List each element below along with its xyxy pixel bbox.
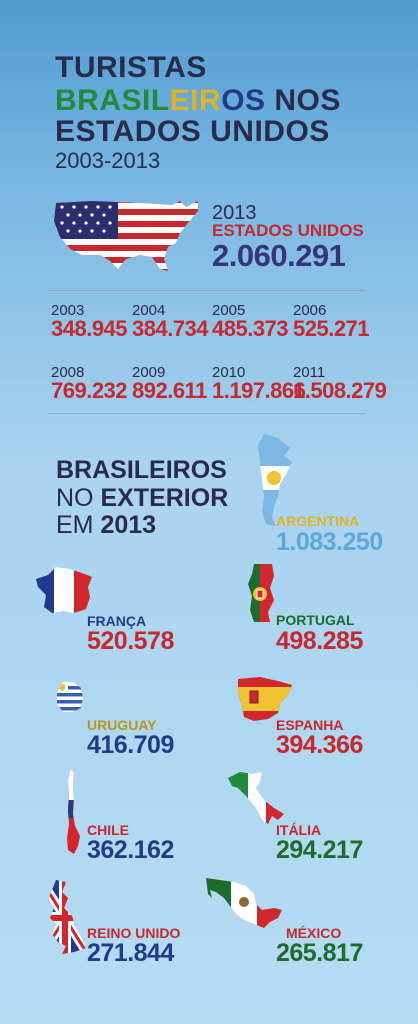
divider-bottom <box>48 413 366 414</box>
country-value-uruguay: 416.709 <box>87 731 174 759</box>
country-name-uruguay: URUGUAY <box>87 717 157 733</box>
exterior-no: NO <box>56 484 94 512</box>
title-line-3: ESTADOS UNIDOS <box>55 115 330 148</box>
mexico-flag-map-icon <box>206 878 282 928</box>
country-value-chile: 362.162 <box>87 836 174 864</box>
exterior-line-2: NO EXTERIOR <box>56 486 228 511</box>
exterior-year: 2013 <box>100 511 157 539</box>
title-years: 2003-2013 <box>55 148 161 173</box>
spain-flag-map-icon <box>238 677 292 721</box>
year-label: 2003 <box>51 302 85 319</box>
year-value: 769.232 <box>51 378 128 403</box>
argentina-flag-map-icon <box>258 434 292 526</box>
country-name-mexico: MÉXICO <box>286 925 342 941</box>
country-name-espanha: ESPANHA <box>276 717 344 733</box>
usa-value: 2.060.291 <box>212 238 346 273</box>
year-label: 2008 <box>51 364 85 381</box>
usa-year: 2013 <box>212 202 257 224</box>
country-name-portugal: PORTUGAL <box>276 612 355 628</box>
title-brasil: BRASIL <box>55 84 170 117</box>
uruguay-flag-map-icon <box>57 682 83 712</box>
country-name-argentina: ARGENTINA <box>276 513 360 529</box>
france-flag-map-icon <box>36 567 92 613</box>
year-value: 1.508.279 <box>293 378 387 403</box>
year-value: 384.734 <box>132 316 209 341</box>
exterior-em: EM <box>56 511 94 539</box>
title-nos: NOS <box>274 84 341 117</box>
year-label: 2009 <box>132 364 166 381</box>
country-name-italia: ITÁLIA <box>276 822 322 838</box>
usa-label: ESTADOS UNIDOS <box>212 221 364 240</box>
chile-flag-map-icon <box>67 770 80 854</box>
exterior-exterior: EXTERIOR <box>100 484 229 512</box>
year-label: 2004 <box>132 302 166 319</box>
year-value: 892.611 <box>132 378 207 403</box>
title-eir: EIR <box>169 84 222 117</box>
country-value-reino-unido: 271.844 <box>87 939 174 967</box>
country-value-portugal: 498.285 <box>276 627 363 655</box>
country-value-franca: 520.578 <box>87 627 174 655</box>
country-value-argentina: 1.083.250 <box>276 528 383 556</box>
country-value-mexico: 265.817 <box>276 939 363 967</box>
portugal-flag-map-icon <box>248 564 274 622</box>
year-value: 485.373 <box>212 316 289 341</box>
country-name-franca: FRANÇA <box>87 613 147 629</box>
year-label: 2010 <box>212 364 246 381</box>
usa-flag-map-icon <box>54 201 198 271</box>
title-os: OS <box>221 84 266 117</box>
exterior-line-1: BRASILEIROS <box>56 456 227 484</box>
divider-top <box>48 290 366 291</box>
country-name-reino-unido: REINO UNIDO <box>87 925 181 941</box>
year-value: 525.271 <box>293 316 370 341</box>
italy-flag-map-icon <box>228 772 284 824</box>
year-label: 2011 <box>293 364 326 381</box>
year-label: 2006 <box>293 302 327 319</box>
year-label: 2005 <box>212 302 246 319</box>
title-line-2: BRASILEIROS NOS <box>55 86 341 116</box>
uk-flag-map-icon <box>48 880 86 954</box>
title-line-1: TURISTAS <box>55 51 207 84</box>
country-value-italia: 294.217 <box>276 836 363 864</box>
year-value: 1.197.866 <box>212 378 306 403</box>
exterior-line-3: EM 2013 <box>56 513 156 538</box>
country-name-chile: CHILE <box>87 822 129 838</box>
year-value: 348.945 <box>51 316 128 341</box>
country-value-espanha: 394.366 <box>276 731 363 759</box>
